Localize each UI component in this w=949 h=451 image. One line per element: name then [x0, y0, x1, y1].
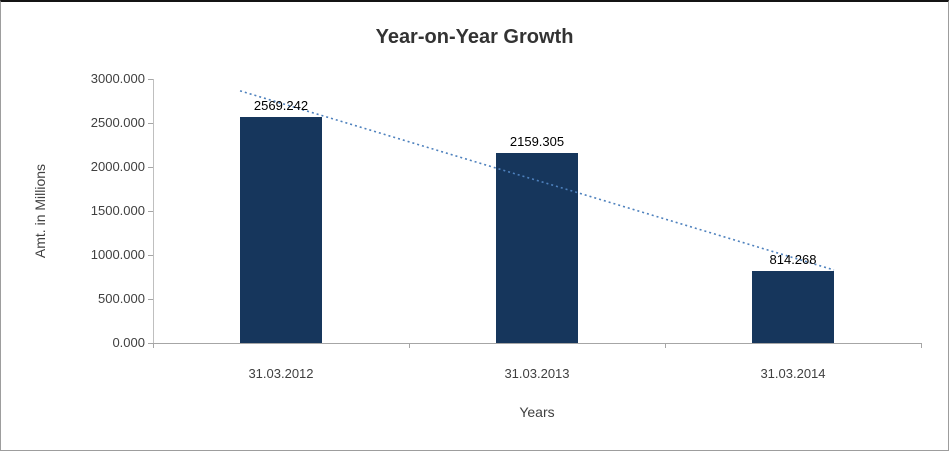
- bar: [496, 152, 578, 343]
- y-tick-mark: [148, 167, 153, 168]
- x-category-label: 31.03.2014: [760, 366, 826, 381]
- x-axis-line: [153, 343, 921, 344]
- y-axis-line: [153, 79, 154, 343]
- y-tick-label: 1500.000: [90, 203, 145, 218]
- bar: [240, 116, 322, 343]
- y-tick-label: 2500.000: [90, 115, 145, 130]
- x-tick-mark: [665, 343, 666, 348]
- x-tick-mark: [153, 343, 154, 348]
- y-tick-mark: [148, 79, 153, 80]
- x-category-label: 31.03.2013: [504, 366, 570, 381]
- bar-value-label: 814.268: [769, 252, 817, 268]
- bar-value-label: 2159.305: [509, 133, 565, 149]
- y-tick-label: 1000.000: [90, 247, 145, 262]
- y-tick-label: 2000.000: [90, 159, 145, 174]
- x-category-label: 31.03.2012: [248, 366, 314, 381]
- y-tick-mark: [148, 123, 153, 124]
- y-axis-title: Amt. in Millions: [32, 163, 48, 259]
- y-tick-mark: [148, 299, 153, 300]
- chart-title: Year-on-Year Growth: [375, 26, 574, 48]
- x-axis-title: Years: [519, 404, 555, 420]
- bar: [752, 271, 834, 343]
- y-tick-mark: [148, 255, 153, 256]
- y-tick-label: 500.000: [98, 291, 145, 306]
- y-tick-mark: [148, 343, 153, 344]
- x-tick-mark: [409, 343, 410, 348]
- y-tick-label: 0.000: [112, 335, 145, 350]
- x-tick-mark: [921, 343, 922, 348]
- bar-value-label: 2569.242: [253, 97, 309, 113]
- y-tick-mark: [148, 211, 153, 212]
- y-tick-label: 3000.000: [90, 71, 145, 86]
